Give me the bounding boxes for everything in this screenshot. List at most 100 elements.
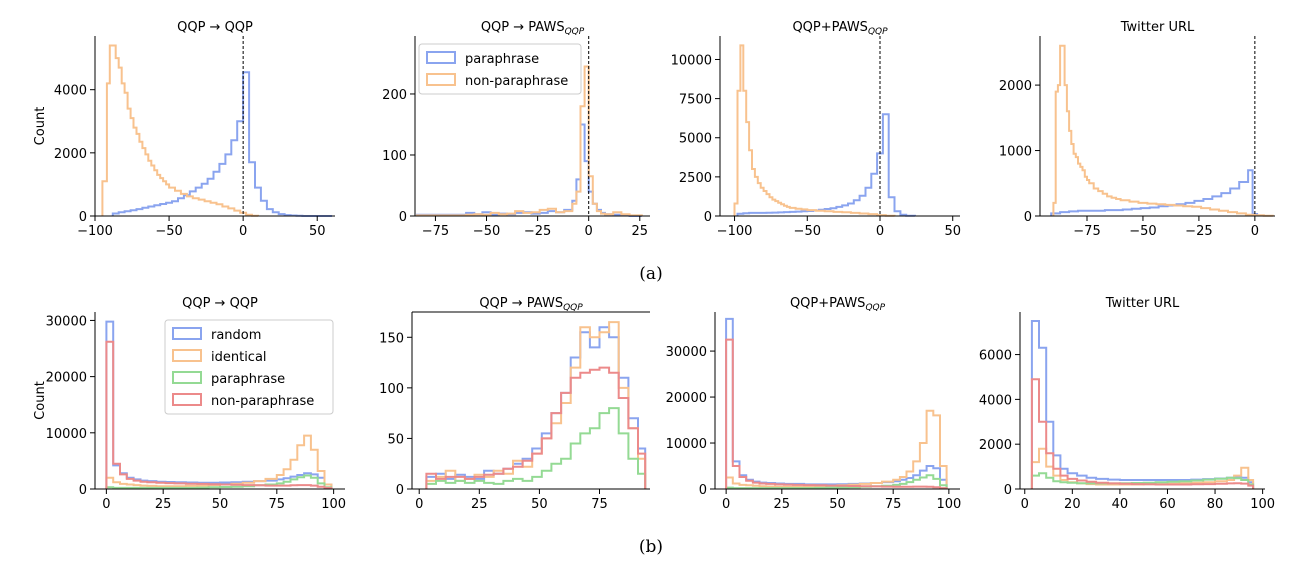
histogram-panel-a-2: −75 −50 −25 0 25 0 100 200 QQP → PAWSQQP paraphra…: [382, 20, 650, 239]
histogram-panel-a-4: −75 −50 −25 0 0 1000 2000 Twitter URL: [999, 20, 1275, 239]
x-tick-label: 80: [1207, 497, 1224, 512]
x-tick-label: −75: [422, 224, 449, 239]
panel-title: QQP → PAWSQQP: [481, 20, 585, 37]
y-tick-label: 2000: [979, 438, 1012, 453]
y-tick-label: 200: [382, 88, 407, 103]
legend-swatch: [172, 371, 202, 384]
axes-spines: [411, 312, 650, 490]
y-tick-label: 5000: [679, 132, 712, 147]
x-tick-label: −25: [524, 224, 551, 239]
x-tick-label: 75: [885, 497, 902, 512]
series-paraphrase: [105, 474, 333, 489]
series-non-paraphrase: [1030, 378, 1255, 489]
x-tick-label: 0: [1251, 224, 1259, 239]
y-tick-label: 10000: [46, 427, 87, 442]
x-tick-label: 0: [722, 497, 730, 512]
series-non-paraphrase: [1052, 44, 1274, 217]
y-tick-label: 0: [1004, 483, 1012, 498]
x-tick-label: −25: [1185, 224, 1212, 239]
legend: random identical paraphrase non-paraphrase: [164, 319, 334, 415]
y-tick-label: 150: [379, 331, 404, 346]
y-axis-label: Count: [33, 381, 48, 420]
series-paraphrase: [425, 407, 647, 489]
y-tick-label: 0: [704, 210, 712, 225]
x-tick-label: 50: [531, 497, 548, 512]
x-tick-label: 0: [239, 224, 247, 239]
x-tick-label: −75: [1073, 224, 1100, 239]
y-tick-label: 1000: [999, 145, 1032, 160]
y-tick-label: 20000: [666, 391, 707, 406]
axes-spines: [1019, 312, 1265, 490]
y-tick-label: 0: [699, 483, 707, 498]
x-tick-label: 25: [632, 224, 649, 239]
series-paraphrase: [1050, 169, 1259, 216]
series-paraphrase: [736, 113, 916, 217]
x-tick-label: −50: [155, 224, 182, 239]
legend-swatch: [172, 327, 202, 340]
x-tick-label: −100: [717, 224, 753, 239]
series-non-paraphrase: [105, 340, 333, 489]
panel-title: QQP+PAWSQQP: [792, 20, 888, 37]
y-tick-label: 4000: [54, 84, 87, 99]
x-tick-label: −50: [473, 224, 500, 239]
legend-swatch: [172, 349, 202, 362]
y-tick-label: 100: [382, 149, 407, 164]
y-tick-label: 50: [387, 432, 404, 447]
series-random: [1030, 320, 1255, 489]
x-tick-label: 25: [774, 497, 791, 512]
y-tick-label: 0: [399, 210, 407, 225]
y-tick-label: 100: [379, 382, 404, 397]
axes-spines: [719, 36, 960, 217]
caption-a: (a): [639, 264, 662, 284]
y-tick-label: 2000: [54, 147, 87, 162]
x-tick-label: 100: [936, 497, 961, 512]
y-tick-label: 10000: [666, 437, 707, 452]
x-tick-label: 50: [309, 224, 326, 239]
x-tick-label: 60: [1159, 497, 1176, 512]
legend-frame: [164, 319, 334, 415]
histogram-panel-a-3: −100 −50 0 50 0 2500 5000 7500 10000 QQP+PAWSQQP: [671, 20, 961, 239]
x-tick-label: 40: [1112, 497, 1129, 512]
x-tick-label: 0: [415, 497, 423, 512]
y-tick-label: 30000: [666, 345, 707, 360]
series-non-paraphrase: [425, 366, 647, 489]
x-tick-label: 0: [876, 224, 884, 239]
legend-frame: [418, 43, 582, 95]
y-tick-label: 10000: [671, 53, 712, 68]
histogram-panel-b-2: 0 25 50 75 0 50 100 150 QQP → PAWSQQP: [379, 296, 650, 512]
histogram-panel-a-1: −100 −50 0 50 0 2000 4000 QQP → QQP Count: [33, 20, 335, 239]
series-non-paraphrase: [416, 65, 643, 217]
y-tick-label: 0: [79, 483, 87, 498]
y-tick-label: 0: [79, 210, 87, 225]
y-tick-label: 0: [396, 483, 404, 498]
axes-spines: [714, 312, 960, 490]
x-tick-label: 50: [829, 497, 846, 512]
y-tick-label: 30000: [46, 314, 87, 329]
legend-label: non-paraphrase: [465, 74, 568, 89]
y-tick-label: 4000: [979, 393, 1012, 408]
y-tick-label: 0: [1024, 210, 1032, 225]
legend-label: identical: [211, 350, 267, 365]
x-tick-label: 100: [321, 497, 346, 512]
legend-label: paraphrase: [211, 372, 285, 387]
x-tick-label: 25: [155, 497, 172, 512]
x-tick-label: 20: [1064, 497, 1081, 512]
histogram-panel-b-1: 0 25 50 75 100 0 10000 20000 30000 QQP → QQP Count…: [33, 296, 346, 512]
panel-title: Twitter URL: [1120, 20, 1195, 35]
series-non-paraphrase: [725, 338, 948, 490]
y-axis-label: Count: [33, 107, 48, 146]
histogram-panel-b-4: 0 20 40 60 80 100 0 2000 4000 6000 Twitter URL: [979, 296, 1275, 512]
x-tick-label: −50: [794, 224, 821, 239]
x-tick-label: 50: [212, 497, 229, 512]
legend: paraphrase non-paraphrase: [418, 43, 582, 95]
x-tick-label: 0: [102, 497, 110, 512]
series-paraphrase: [1030, 472, 1255, 489]
panel-title: QQP → QQP: [182, 296, 258, 311]
series-non-paraphrase: [101, 44, 259, 217]
x-tick-label: 25: [471, 497, 488, 512]
y-tick-label: 20000: [46, 371, 87, 386]
x-tick-label: 50: [944, 224, 961, 239]
histogram-panel-b-3: 0 25 50 75 100 0 10000 20000 30000 QQP+PAWSQQP: [666, 296, 962, 512]
